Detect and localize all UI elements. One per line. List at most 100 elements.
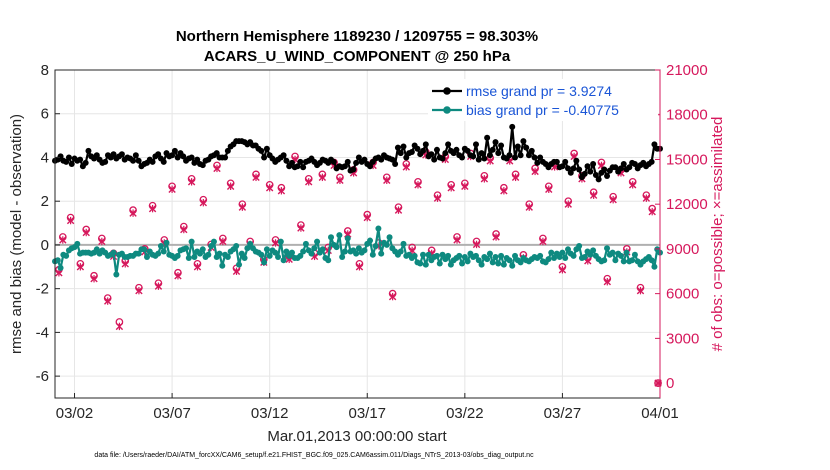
obs-assimilated-point [219, 237, 227, 246]
bias-point [319, 246, 326, 253]
legend-label-rmse: rmse grand pr = 3.9274 [466, 83, 612, 99]
rmse-point [132, 152, 139, 159]
rmse-point [378, 156, 385, 163]
rmse-point [353, 159, 360, 166]
rmse-point [400, 143, 407, 150]
obs-assimilated-point [525, 203, 533, 211]
bias-point [163, 239, 170, 246]
rmse-point [595, 176, 602, 183]
obs-assimilated-point [59, 236, 67, 244]
obs-assimilated-point [252, 173, 260, 182]
y-left-tick-label: -4 [36, 324, 49, 341]
rmse-point [470, 153, 477, 160]
obs-assimilated-point [213, 164, 221, 173]
rmse-point [118, 151, 125, 158]
rmse-point [620, 161, 627, 168]
rmse-point [422, 141, 429, 148]
chart-title: Northern Hemisphere 1189230 / 1209755 = … [176, 28, 538, 45]
obs-assimilated-point [103, 297, 112, 305]
bias-point [247, 240, 254, 247]
obs-assimilated-point [193, 263, 202, 271]
bias-point [629, 257, 636, 264]
rmse-point [489, 146, 496, 153]
bias-point [353, 250, 360, 257]
bias-point [300, 248, 307, 255]
obs-assimilated-point [545, 185, 553, 193]
rmse-point [283, 157, 290, 164]
bias-point [548, 249, 555, 256]
rmse-point [222, 154, 229, 161]
chart-subtitle: ACARS_U_WIND_COMPONENT @ 250 hPa [204, 48, 511, 65]
rmse-point [570, 165, 577, 172]
bias-point [157, 243, 164, 250]
bias-point [631, 251, 638, 258]
bias-point [216, 250, 223, 257]
bias-point [512, 252, 519, 259]
bias-point [587, 251, 594, 258]
bias-point [617, 252, 624, 259]
x-axis-ticks: 03/02 03/07 03/12 03/17 03/22 03/27 04/01 [56, 393, 679, 422]
rmse-point [341, 163, 348, 170]
bias-point [556, 253, 563, 260]
bias-point [425, 251, 432, 258]
rmse-point [160, 158, 167, 165]
legend-marker-bias [443, 106, 451, 114]
rmse-point [403, 154, 410, 161]
bias-point [241, 255, 248, 262]
rmse-point [149, 158, 156, 165]
rmse-point [573, 157, 580, 164]
bias-point [369, 251, 376, 258]
bias-point [517, 259, 524, 266]
bias-point [478, 261, 485, 268]
bias-point [224, 253, 231, 260]
rmse-point [110, 151, 117, 158]
rmse-point [355, 154, 362, 161]
bias-point [439, 251, 446, 258]
obs-assimilated-point [414, 181, 422, 189]
rmse-point [102, 158, 109, 165]
bias-point [486, 250, 493, 257]
bias-point [210, 238, 217, 245]
rmse-point [617, 165, 624, 172]
obs-assimilated-point [433, 194, 442, 202]
rmse-point [261, 154, 268, 161]
bias-point [411, 252, 418, 259]
obs-assimilated-point [564, 200, 572, 208]
bias-point [297, 252, 304, 259]
obs-assimilated-point [238, 203, 247, 211]
data-file-footer: data file: /Users/raeder/DAI/ATM_forcXX/… [94, 452, 534, 459]
y-left-tick-label: 4 [41, 149, 49, 166]
bias-point [208, 243, 215, 250]
rmse-point [531, 154, 538, 161]
bias-point [275, 253, 282, 260]
bias-point [74, 240, 81, 247]
rmse-point [445, 141, 452, 148]
rmse-point [559, 163, 566, 170]
obs-assimilated-point [383, 176, 391, 185]
rmse-point [194, 156, 201, 163]
rmse-point [486, 152, 493, 159]
obs-assimilated-point [394, 206, 403, 214]
legend-box [428, 79, 658, 121]
bias-point [378, 250, 385, 257]
y-axis-right-ticks: 21000 18000 15000 12000 9000 6000 3000 0 [655, 62, 708, 398]
y-left-tick-label: 2 [41, 193, 49, 210]
bias-point [495, 260, 502, 267]
bias-point [651, 263, 658, 270]
rmse-point [397, 150, 404, 157]
rmse-point [439, 155, 446, 162]
rmse-point [361, 156, 368, 163]
y-right-tick-label: 18000 [666, 107, 708, 124]
bias-point [311, 245, 318, 252]
rmse-point [288, 159, 295, 166]
plot-area [55, 70, 660, 398]
bias-point [283, 248, 290, 255]
rmse-point [475, 156, 482, 163]
x-tick-label: 03/07 [153, 405, 191, 422]
rmse-point [174, 154, 181, 161]
bias-point [383, 241, 390, 248]
rmse-point [478, 150, 485, 157]
rmse-point [258, 147, 265, 154]
obs-assimilated-point [199, 198, 208, 207]
bias-point [551, 255, 558, 262]
